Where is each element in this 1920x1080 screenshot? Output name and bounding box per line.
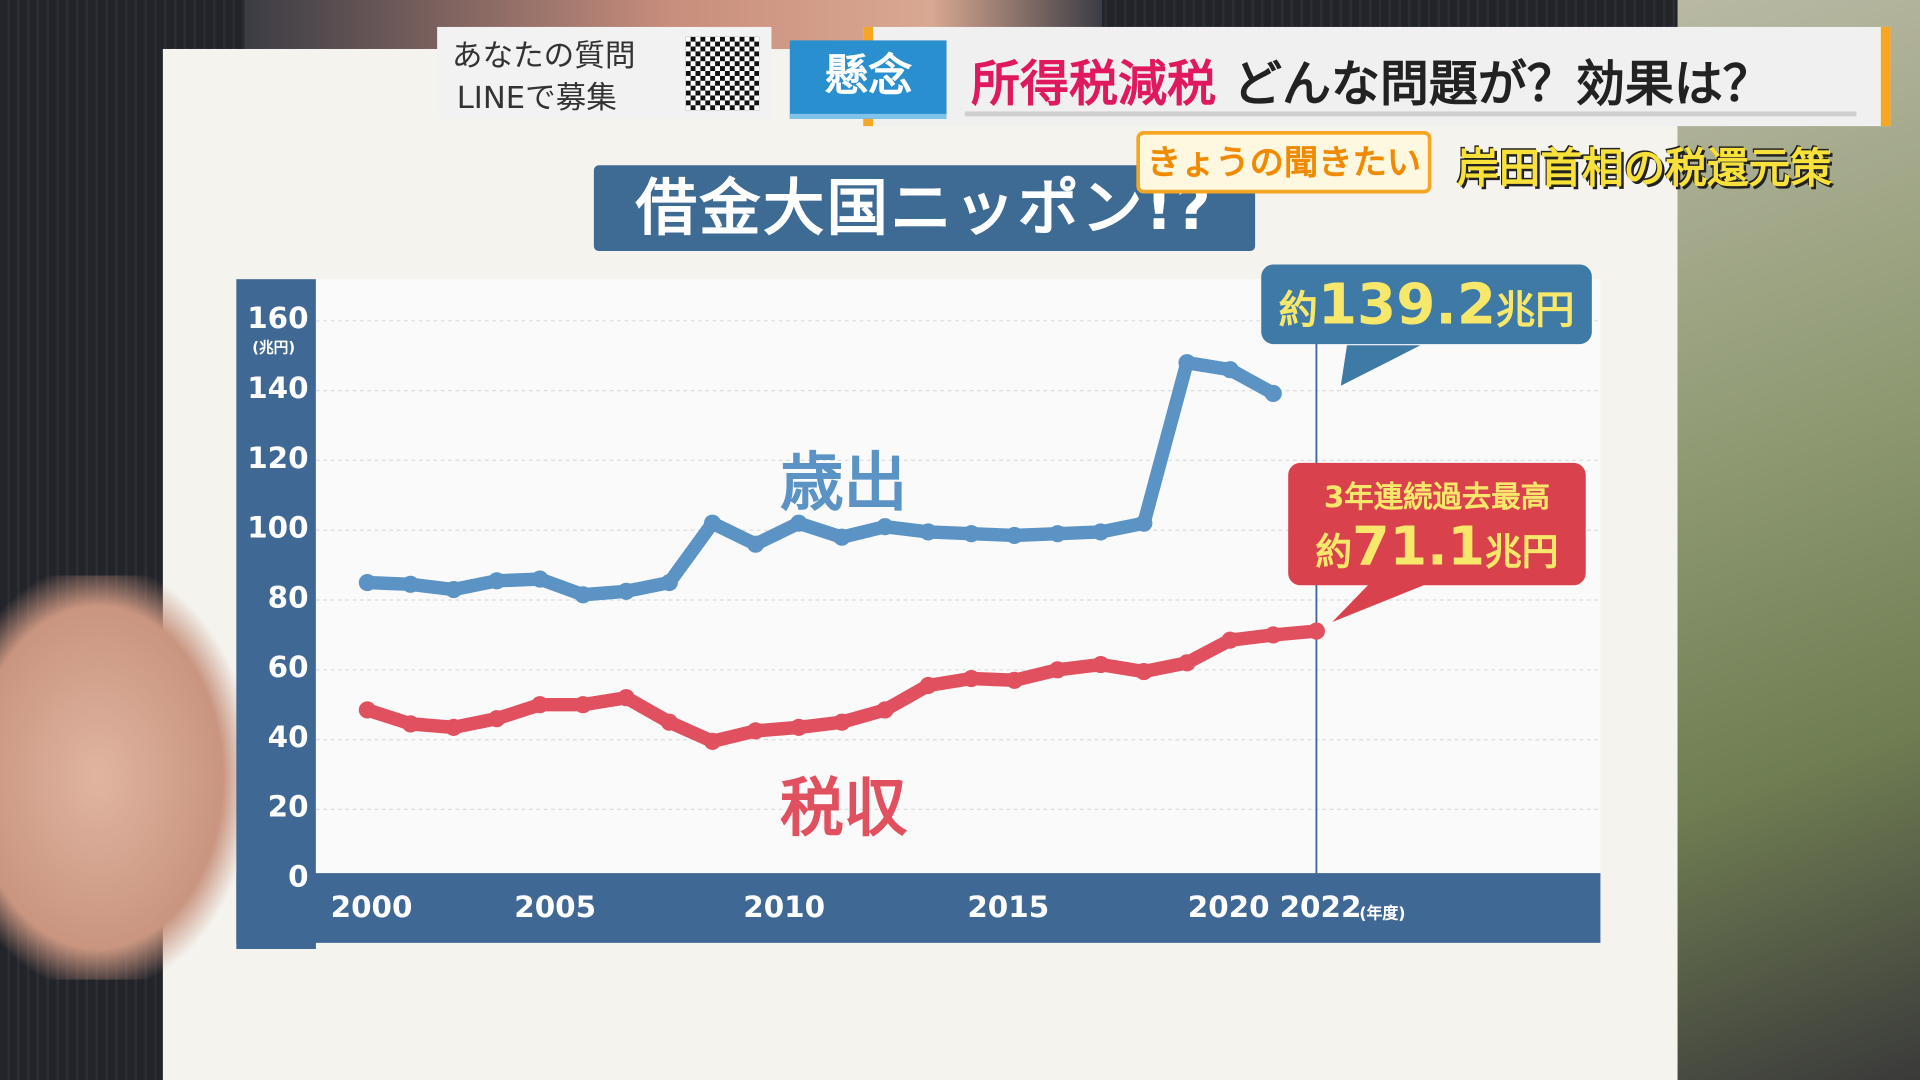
line-prompt-2: LINEで募集 — [456, 79, 617, 116]
headline-bar: 所得税減税 どんな問題が？効果は？ — [863, 26, 1891, 127]
data-point — [876, 518, 894, 536]
chart-title: 借金大国ニッポン!? — [593, 165, 1256, 252]
line-prompt-1: あなたの質問 — [451, 37, 636, 74]
revenue-note: 3年連続過去最高 — [1323, 480, 1551, 515]
background-plants — [1677, 0, 1920, 1080]
data-point — [1092, 523, 1110, 541]
data-point — [919, 676, 937, 695]
revenue-unit: 兆円 — [1485, 531, 1559, 575]
y-tick-label: 160 — [247, 301, 309, 336]
series-label-revenue: 税収 — [780, 772, 908, 847]
headline-underline — [964, 111, 1857, 117]
presenter-hand — [0, 575, 245, 980]
data-point — [1221, 631, 1239, 649]
y-tick-label: 60 — [267, 650, 309, 685]
headline-accent: 所得税減税 — [971, 56, 1216, 113]
data-point — [1221, 361, 1239, 379]
expenditure-unit: 兆円 — [1496, 286, 1575, 334]
data-point — [1135, 514, 1153, 532]
expenditure-value: 139.2 — [1317, 270, 1497, 337]
data-point — [1178, 654, 1196, 672]
expenditure-prefix: 約 — [1278, 286, 1318, 334]
data-point — [1005, 671, 1024, 689]
data-point — [876, 701, 894, 719]
data-point — [833, 713, 851, 731]
revenue-callout-tail — [1332, 581, 1433, 623]
data-point — [919, 523, 937, 541]
data-point — [1264, 626, 1282, 644]
data-point — [962, 525, 980, 543]
data-point — [358, 573, 376, 592]
data-point — [660, 713, 678, 731]
subtitle: 岸田首相の税還元策 — [1457, 144, 1832, 194]
x-axis-unit: (年度) — [1359, 904, 1406, 924]
data-point — [833, 528, 851, 546]
expenditure-callout-tail — [1340, 345, 1421, 386]
y-tick-label: 80 — [267, 580, 309, 615]
data-point — [1092, 655, 1110, 674]
data-point — [1307, 622, 1325, 640]
y-axis-unit: (兆円) — [252, 339, 296, 357]
data-point — [1005, 526, 1024, 545]
data-point — [1049, 661, 1067, 679]
x-tick-label: 2000 — [330, 890, 413, 925]
data-point — [703, 514, 722, 532]
x-tick-label: 2005 — [514, 890, 597, 925]
data-point — [574, 696, 592, 714]
revenue-value: 71.1 — [1352, 515, 1486, 578]
data-point — [445, 718, 463, 736]
qr-code-icon[interactable] — [685, 36, 760, 111]
y-axis-bar — [236, 279, 316, 949]
data-point — [1264, 384, 1282, 402]
data-point — [401, 575, 420, 593]
headline-text: どんな問題が？効果は？ — [1232, 56, 1772, 113]
data-point — [747, 722, 765, 740]
data-point — [488, 572, 506, 590]
data-point — [488, 710, 506, 728]
data-point — [790, 718, 808, 736]
data-point — [445, 580, 463, 599]
y-tick-label: 100 — [247, 510, 309, 545]
data-point — [617, 582, 635, 600]
data-point — [531, 696, 549, 714]
data-point — [660, 573, 678, 592]
y-tick-label: 120 — [247, 440, 309, 476]
y-tick-label: 140 — [247, 371, 309, 406]
data-point — [1049, 525, 1067, 543]
data-point — [401, 715, 420, 733]
data-point — [358, 701, 376, 719]
data-point — [962, 669, 980, 688]
revenue-prefix: 約 — [1315, 531, 1353, 575]
x-tick-label: 2015 — [967, 890, 1050, 925]
series-label-expenditure: 歳出 — [780, 446, 908, 521]
expenditure-callout: 約139.2兆円 — [1261, 264, 1592, 345]
y-tick-label: 40 — [267, 720, 309, 755]
data-point — [703, 732, 722, 750]
y-tick-label: 20 — [267, 789, 309, 825]
data-point — [531, 570, 549, 588]
data-point — [790, 514, 808, 532]
data-point — [1178, 354, 1196, 372]
data-point — [747, 535, 765, 553]
topic-tag: 懸念 — [789, 40, 947, 119]
data-point — [1135, 662, 1153, 681]
x-tick-label: 2010 — [743, 890, 826, 925]
x-tick-label: 2022 — [1279, 890, 1362, 925]
y-tick-label: 0 — [288, 859, 309, 894]
x-tick-label: 2020 — [1187, 890, 1270, 925]
series-line-expenditure — [360, 355, 1281, 602]
data-point — [617, 689, 635, 707]
data-point — [574, 586, 592, 604]
segment-label: きょうの聞きたい — [1136, 131, 1432, 194]
x-axis-bar — [236, 873, 1601, 943]
revenue-callout: 3年連続過去最高 約71.1兆円 — [1288, 462, 1586, 586]
